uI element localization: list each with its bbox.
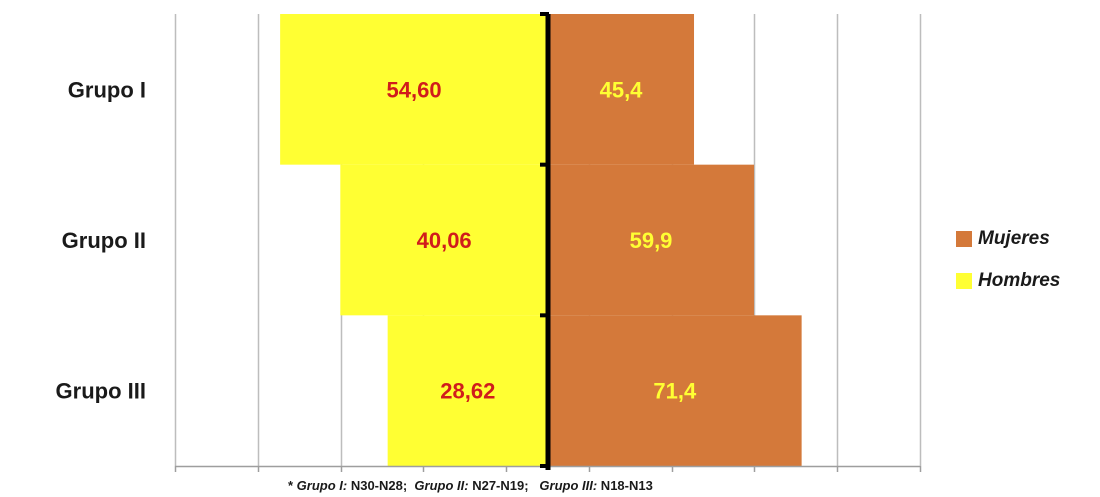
footnote-g1-value: N30-N28; [347, 478, 415, 493]
data-label-hombres-3: 28,62 [440, 379, 495, 404]
bar-mujeres-3 [548, 315, 802, 466]
data-label-hombres-2: 40,06 [417, 228, 472, 253]
data-label-mujeres-3: 71,4 [653, 379, 697, 404]
footnote-g1-label: Grupo I: [296, 478, 348, 493]
footnote-g3-label: Grupo III: [539, 478, 598, 493]
data-label-hombres-1: 54,60 [387, 77, 442, 102]
bar-hombres-2 [340, 164, 548, 316]
category-label-3: Grupo III [56, 379, 146, 404]
legend-item-mujeres: Mujeres [956, 224, 1060, 254]
bar-mujeres-1 [548, 14, 695, 165]
legend-label-mujeres: Mujeres [978, 228, 1050, 249]
data-label-mujeres-1: 45,4 [600, 77, 644, 102]
footnote-g2-label: Grupo II: [414, 478, 469, 493]
legend-label-hombres: Hombres [978, 270, 1061, 291]
bar-hombres-1 [280, 14, 548, 165]
category-label-1: Grupo I [68, 77, 146, 102]
footnote-prefix: * [288, 478, 297, 493]
legend: Mujeres Hombres [956, 224, 1060, 308]
footnote: * Grupo I: N30-N28; Grupo II: N27-N19; G… [288, 478, 653, 493]
footnote-g3-value: N18-N13 [597, 478, 653, 493]
data-label-mujeres-2: 59,9 [630, 228, 673, 253]
bar-mujeres-2 [548, 164, 755, 316]
legend-swatch-mujeres [956, 231, 972, 247]
footnote-g2-value: N27-N19; [468, 478, 540, 493]
legend-swatch-hombres [956, 273, 972, 289]
legend-item-hombres: Hombres [956, 266, 1060, 296]
category-label-2: Grupo II [62, 228, 146, 253]
bar-hombres-3 [387, 315, 548, 466]
